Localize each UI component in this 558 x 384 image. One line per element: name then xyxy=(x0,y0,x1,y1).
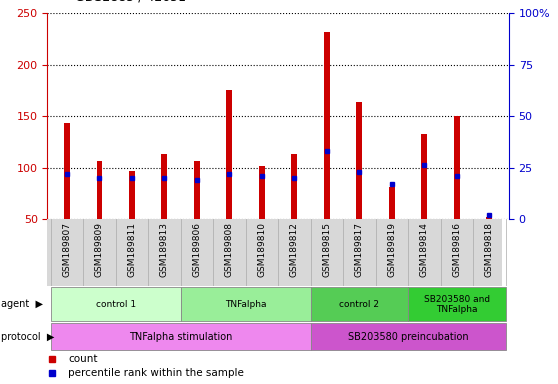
Text: count: count xyxy=(68,354,98,364)
Text: GSM189818: GSM189818 xyxy=(485,222,494,277)
Text: SB203580 preincubation: SB203580 preincubation xyxy=(348,332,469,342)
Text: GSM189817: GSM189817 xyxy=(355,222,364,277)
Bar xyxy=(64,123,70,219)
Text: GSM189819: GSM189819 xyxy=(387,222,396,277)
Text: TNFalpha: TNFalpha xyxy=(225,300,266,309)
Text: GSM189806: GSM189806 xyxy=(193,222,201,277)
Bar xyxy=(227,91,232,219)
Bar xyxy=(51,287,181,321)
Bar xyxy=(194,161,200,219)
Bar xyxy=(357,102,362,219)
Text: GSM189813: GSM189813 xyxy=(160,222,169,277)
Text: percentile rank within the sample: percentile rank within the sample xyxy=(68,368,244,378)
Text: protocol  ▶: protocol ▶ xyxy=(1,332,55,342)
Text: GSM189807: GSM189807 xyxy=(62,222,71,277)
Text: control 1: control 1 xyxy=(95,300,136,309)
Text: GSM189815: GSM189815 xyxy=(323,222,331,277)
Bar xyxy=(97,161,102,219)
Text: GSM189810: GSM189810 xyxy=(257,222,266,277)
Text: TNFalpha stimulation: TNFalpha stimulation xyxy=(129,332,232,342)
Text: SB203580 and
TNFalpha: SB203580 and TNFalpha xyxy=(424,295,490,314)
Text: GSM189808: GSM189808 xyxy=(225,222,234,277)
Bar xyxy=(181,287,311,321)
Text: agent  ▶: agent ▶ xyxy=(1,299,43,310)
Bar xyxy=(129,170,135,219)
Bar xyxy=(421,134,427,219)
Bar xyxy=(51,323,311,351)
Bar xyxy=(324,32,330,219)
Bar xyxy=(389,187,395,219)
Text: GSM189812: GSM189812 xyxy=(290,222,299,277)
Bar xyxy=(454,116,460,219)
Text: GSM189816: GSM189816 xyxy=(453,222,461,277)
Bar xyxy=(291,154,297,219)
Text: GSM189814: GSM189814 xyxy=(420,222,429,277)
Text: GSM189809: GSM189809 xyxy=(95,222,104,277)
Bar xyxy=(408,287,506,321)
Text: GDS2885 / 42651: GDS2885 / 42651 xyxy=(75,0,186,4)
Bar xyxy=(311,323,506,351)
Bar xyxy=(311,287,408,321)
Bar xyxy=(161,154,167,219)
Text: control 2: control 2 xyxy=(339,300,379,309)
Bar xyxy=(259,167,265,219)
Text: GSM189811: GSM189811 xyxy=(127,222,136,277)
Bar xyxy=(487,217,492,219)
